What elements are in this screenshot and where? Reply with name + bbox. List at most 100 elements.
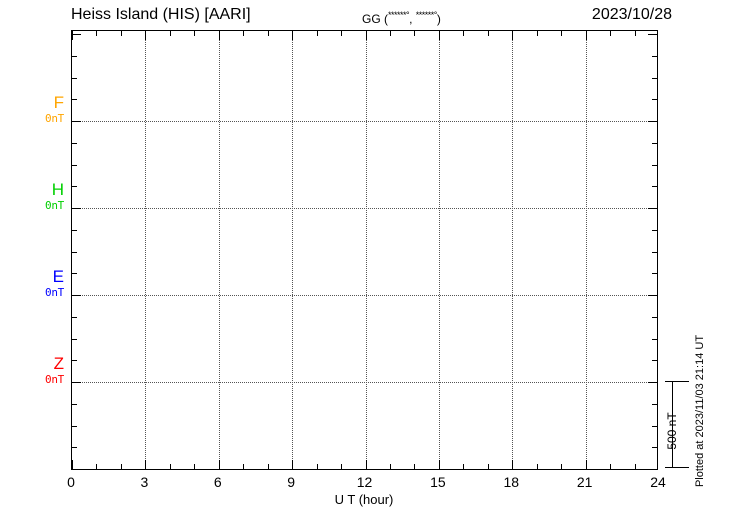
magnetogram-plot-area [71,30,658,470]
x-axis-tick [218,31,220,40]
y-axis-tick [652,142,657,144]
y-axis-tick [652,229,657,231]
x-axis-tick [512,31,514,40]
x-axis-tick [463,31,465,36]
x-axis-tick [243,31,245,36]
x-axis-tick [634,464,636,469]
x-axis-tick [610,31,612,36]
x-axis-tick [561,464,563,469]
geo-longitude: ******° [415,10,438,20]
scale-bar-top-cap [665,381,689,382]
plot-gridlines-layer [72,31,657,469]
y-axis-tick [72,295,81,296]
vertical-gridline [585,31,587,469]
x-axis-tick-label: 12 [356,474,373,490]
y-axis-tick [72,425,77,427]
baseline-gridline-e [72,295,657,296]
y-axis-tick [72,403,77,405]
x-axis-tick [414,464,416,469]
y-axis-tick [72,121,81,122]
x-axis-tick [365,460,367,469]
x-axis-title: U T (hour) [334,492,394,507]
y-axis-tick [72,164,77,166]
vertical-gridline [365,31,367,469]
x-axis-tick-label: 21 [576,474,593,490]
y-axis-tick [648,34,657,35]
x-axis-tick [96,464,98,469]
x-axis-tick-label: 9 [287,474,296,490]
x-axis-tick [487,31,489,36]
x-axis-tick [463,464,465,469]
y-axis-tick [652,186,657,188]
y-axis-tick [648,295,657,296]
geo-suffix: ) [436,12,441,26]
y-axis-tick [652,338,657,340]
y-axis-tick [72,316,77,318]
vertical-gridline [292,31,294,469]
component-baseline-value-e: 0nT [45,286,64,299]
x-axis-tick-label: 24 [650,474,666,490]
x-axis-tick [536,31,538,36]
y-axis-tick [652,164,657,166]
y-axis-tick [72,186,77,188]
x-axis-tick-label: 18 [503,474,520,490]
x-axis-tick [487,464,489,469]
y-axis-tick [652,403,657,405]
y-axis-tick [648,382,657,383]
baseline-gridline-f [72,121,657,122]
y-axis-tick [652,77,657,79]
y-axis-tick [72,447,77,449]
x-axis-tick [120,31,122,36]
x-axis-tick [72,460,73,469]
x-axis-tick [389,464,391,469]
x-axis-tick [194,31,196,36]
baseline-gridline-z [72,382,657,383]
y-axis-tick [72,360,77,362]
y-axis-tick [652,316,657,318]
y-axis-tick [652,273,657,275]
x-axis-tick [634,31,636,36]
y-axis-tick [72,77,77,79]
component-label-f: F 0nT [18,94,64,124]
x-axis-tick [585,460,587,469]
x-axis-tick [292,460,294,469]
component-baseline-value-f: 0nT [45,112,64,125]
x-axis-tick [292,31,294,40]
x-axis-tick-label: 6 [213,474,222,490]
y-axis-tick [652,425,657,427]
x-axis-tick [267,464,269,469]
x-axis-tick [169,31,171,36]
x-axis-tick [536,464,538,469]
geo-separator: , [409,12,416,26]
y-axis-tick [648,208,657,209]
x-axis-tick [610,464,612,469]
vertical-gridline [438,31,440,469]
vertical-gridline [512,31,514,469]
x-axis-tick [145,31,147,40]
component-letter-z: Z [53,354,64,373]
scale-bar-bottom-cap [665,467,689,468]
y-axis-tick [72,99,77,101]
x-axis-tick [585,31,587,40]
vertical-gridline [218,31,220,469]
y-axis-tick [72,338,77,340]
page-title: Heiss Island (HIS) [AARI] [71,6,251,23]
y-axis-tick [652,99,657,101]
x-axis-tick [145,460,147,469]
y-axis-tick [652,447,657,449]
x-axis-tick [218,460,220,469]
y-axis-tick [72,208,81,209]
amplitude-scale-bar [665,381,689,468]
x-axis-tick [267,31,269,36]
x-axis-tick [438,460,440,469]
x-axis-tick [316,31,318,36]
component-label-e: E 0nT [18,268,64,298]
chart-date: 2023/10/28 [591,6,672,23]
x-axis-tick [72,31,73,40]
baseline-gridline-h [72,208,657,209]
component-letter-e: E [52,267,64,286]
plotted-at-timestamp: Plotted at 2023/11/03 21:14 UT [694,334,706,488]
scale-bar-label: 500 nT [665,412,679,450]
y-axis-tick [652,360,657,362]
y-axis-tick [648,121,657,122]
